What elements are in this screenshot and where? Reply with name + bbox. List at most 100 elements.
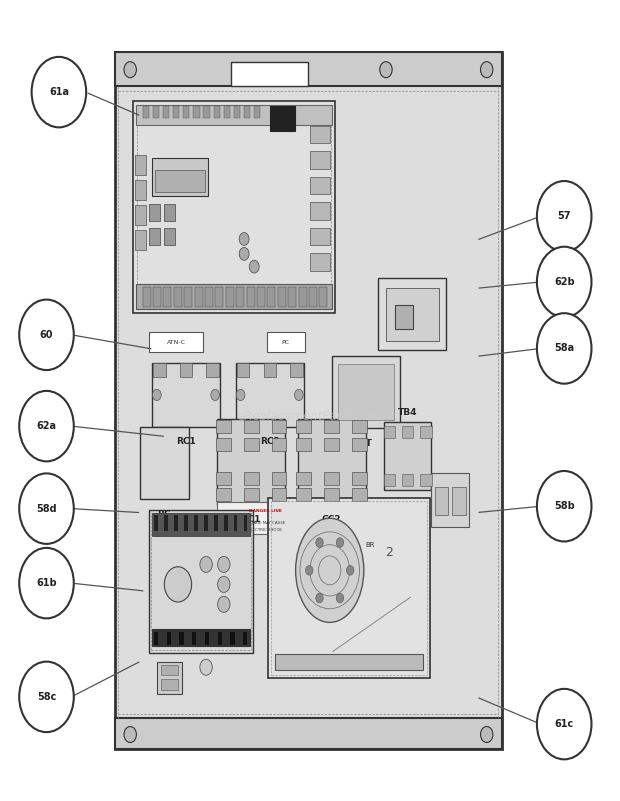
Bar	[218, 632, 222, 645]
Bar	[180, 363, 192, 377]
Circle shape	[239, 248, 249, 260]
Bar	[214, 515, 218, 531]
Bar	[296, 472, 311, 485]
Bar	[347, 533, 394, 557]
Circle shape	[19, 548, 74, 618]
Text: 62a: 62a	[37, 421, 56, 431]
Bar	[272, 420, 286, 433]
Bar	[244, 515, 247, 531]
Bar	[332, 356, 400, 429]
Text: 2: 2	[386, 545, 393, 559]
Text: 58c: 58c	[37, 692, 56, 702]
Text: eReplacementParts.com: eReplacementParts.com	[238, 410, 382, 423]
Bar	[234, 515, 237, 531]
Bar	[115, 52, 502, 749]
Bar	[384, 421, 431, 489]
Bar	[167, 632, 171, 645]
Circle shape	[200, 659, 212, 675]
Text: DANGER LIVE: DANGER LIVE	[249, 509, 281, 513]
Circle shape	[218, 577, 230, 593]
Bar	[216, 420, 231, 433]
Bar	[161, 679, 178, 690]
Text: CT: CT	[360, 439, 372, 448]
Text: 58b: 58b	[554, 501, 575, 511]
Bar	[267, 332, 305, 352]
Text: 58d: 58d	[36, 504, 57, 513]
Circle shape	[480, 727, 493, 743]
Bar	[231, 62, 309, 86]
Bar	[290, 363, 303, 377]
Text: BC: BC	[157, 510, 171, 519]
Bar	[296, 437, 311, 450]
Bar	[310, 202, 330, 219]
Bar	[324, 472, 339, 485]
Bar	[431, 473, 469, 527]
Bar	[205, 287, 213, 307]
Bar	[243, 632, 247, 645]
Bar	[137, 106, 331, 308]
Bar	[224, 106, 230, 119]
Circle shape	[218, 557, 230, 573]
Bar	[135, 155, 146, 175]
Text: RC1: RC1	[176, 437, 196, 446]
Circle shape	[153, 389, 161, 400]
Bar	[386, 288, 439, 340]
Bar	[136, 284, 332, 309]
Circle shape	[294, 389, 303, 400]
Bar	[298, 287, 306, 307]
Bar	[152, 513, 250, 536]
Bar	[155, 170, 205, 192]
Bar	[396, 304, 413, 328]
Circle shape	[537, 313, 591, 384]
Bar	[140, 428, 189, 500]
Bar	[244, 488, 259, 501]
Circle shape	[19, 391, 74, 461]
Circle shape	[200, 557, 212, 573]
Text: BR: BR	[366, 541, 375, 548]
Bar	[237, 363, 249, 377]
Bar	[270, 106, 295, 131]
Circle shape	[249, 260, 259, 273]
Bar	[244, 106, 250, 119]
Bar	[267, 287, 275, 307]
Circle shape	[32, 57, 86, 127]
Bar	[164, 203, 175, 221]
Bar	[384, 426, 395, 437]
Bar	[164, 227, 175, 245]
Circle shape	[537, 247, 591, 317]
Bar	[324, 437, 339, 450]
Bar	[203, 106, 210, 119]
Bar	[184, 287, 192, 307]
Circle shape	[537, 471, 591, 541]
Bar	[135, 205, 146, 225]
Bar	[174, 287, 182, 307]
Text: ATN-C: ATN-C	[167, 340, 185, 344]
Bar	[115, 52, 502, 86]
Bar	[152, 363, 220, 427]
Ellipse shape	[296, 518, 364, 622]
Bar	[179, 632, 184, 645]
Text: VOLTAGE MAY CAUSE: VOLTAGE MAY CAUSE	[244, 521, 286, 525]
Bar	[173, 106, 179, 119]
Bar	[272, 488, 286, 501]
Bar	[288, 287, 296, 307]
Bar	[230, 632, 234, 645]
Bar	[135, 230, 146, 250]
Bar	[384, 474, 395, 485]
Bar	[435, 487, 448, 515]
Bar	[143, 106, 149, 119]
Bar	[164, 515, 168, 531]
Bar	[192, 632, 197, 645]
Bar	[309, 287, 317, 307]
Bar	[215, 287, 223, 307]
Circle shape	[336, 537, 343, 547]
Circle shape	[124, 62, 136, 78]
Bar	[216, 437, 231, 450]
Text: ELECTRIC SHOCK: ELECTRIC SHOCK	[248, 529, 282, 533]
Circle shape	[19, 662, 74, 732]
Bar	[352, 420, 367, 433]
Bar	[324, 420, 339, 433]
Text: RC2: RC2	[260, 437, 280, 446]
Bar	[272, 472, 286, 485]
Bar	[152, 158, 208, 196]
